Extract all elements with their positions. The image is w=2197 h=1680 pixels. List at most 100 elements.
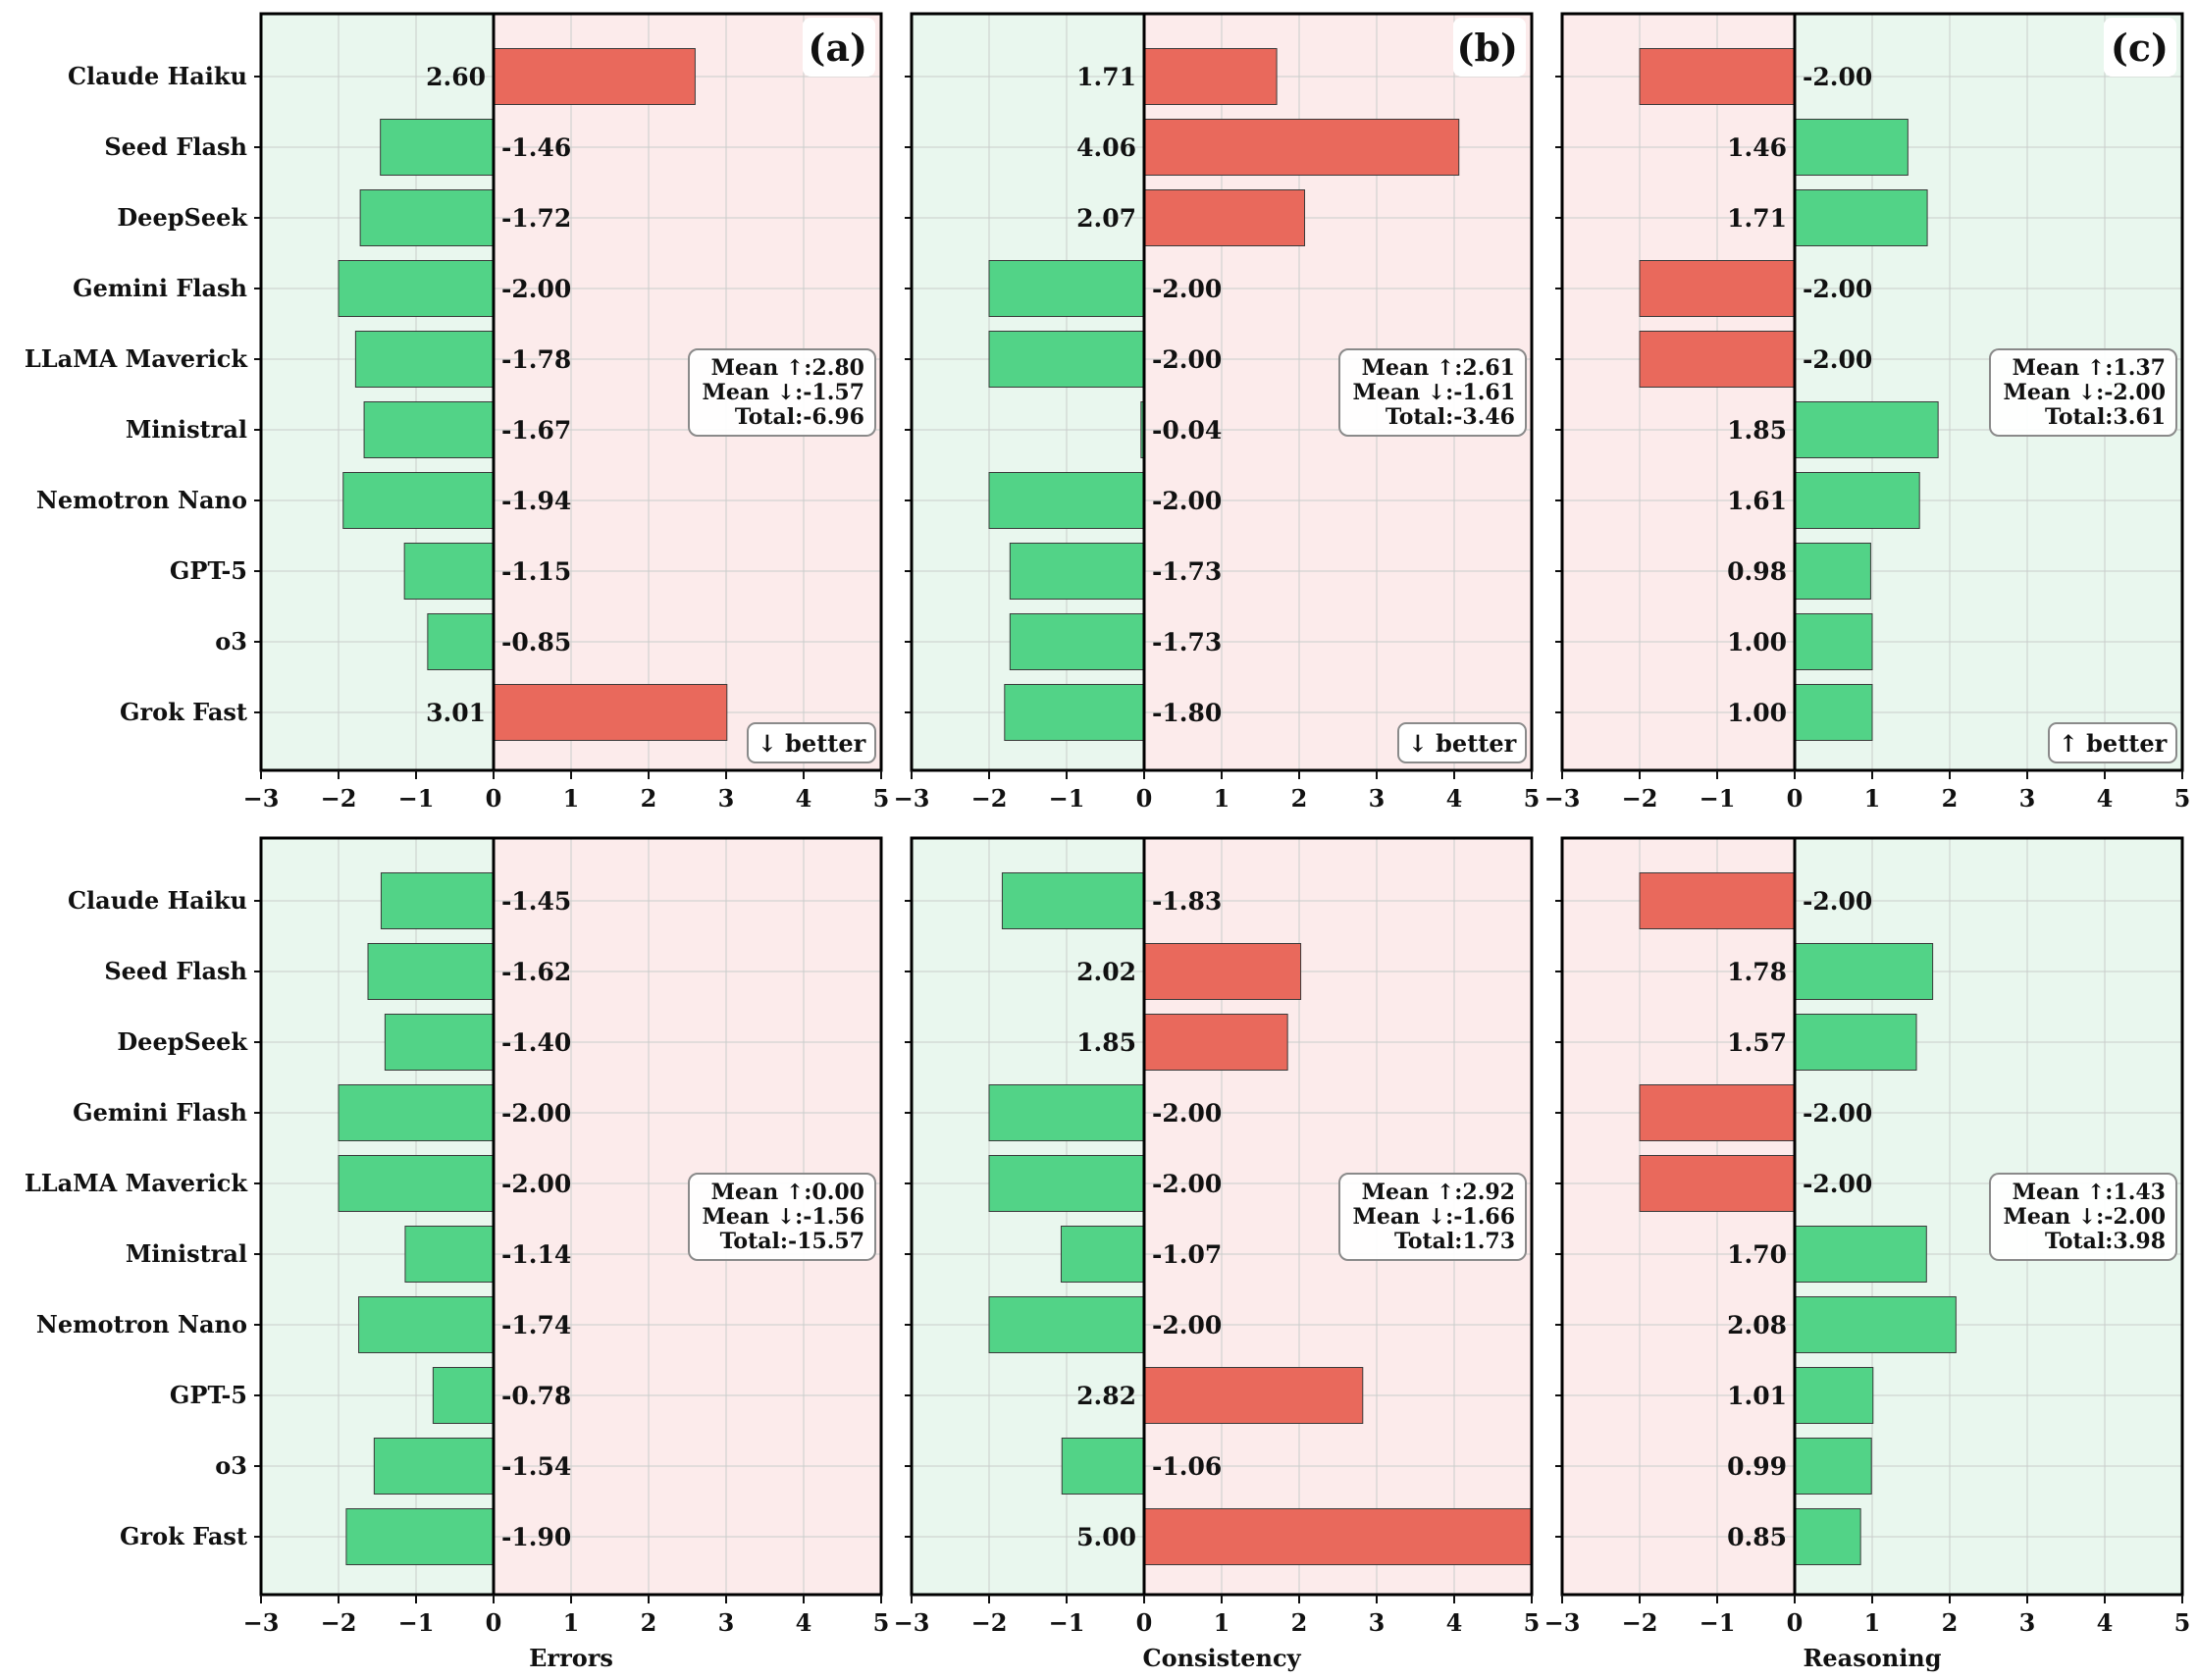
bar-value-label: 0.99 xyxy=(1727,1452,1787,1481)
x-tick-label: −2 xyxy=(1622,784,1658,813)
bar xyxy=(358,1296,495,1353)
x-tick-label: 5 xyxy=(873,784,890,813)
bar-value-label: 1.78 xyxy=(1727,958,1787,986)
stats-box xyxy=(1338,348,1527,437)
bar-value-label: 5.00 xyxy=(1076,1523,1136,1551)
bar xyxy=(363,401,495,458)
category-label: DeepSeek xyxy=(117,203,248,232)
category-label: Gemini Flash xyxy=(73,274,247,302)
panel-letter: (a) xyxy=(808,26,867,70)
bar xyxy=(1794,1226,1927,1283)
bar-value-label: 1.61 xyxy=(1727,487,1787,515)
bar xyxy=(1143,1014,1288,1071)
stats-line: Mean ↓:-1.56 xyxy=(702,1204,864,1230)
stats-box xyxy=(1989,1173,2177,1261)
bar-value-label: -1.40 xyxy=(501,1028,571,1057)
bar-value-label: 2.07 xyxy=(1076,204,1136,233)
stats-line: Mean ↑:1.43 xyxy=(2013,1180,2166,1205)
panel-3: -2.00 1.46 1.71 -2.00 -2.00 1.85 1.61 0.98 1.00 1… xyxy=(1544,12,2191,813)
x-tick-label: 1 xyxy=(1864,784,1881,813)
bar-value-label: -1.54 xyxy=(501,1452,571,1481)
bar xyxy=(404,1226,495,1283)
stats-line: Mean ↑:2.80 xyxy=(711,355,864,381)
x-tick-label: −1 xyxy=(1049,1608,1085,1637)
x-tick-label: 4 xyxy=(1446,784,1463,813)
x-tick-label: −3 xyxy=(243,784,280,813)
bar xyxy=(1794,943,1934,1000)
panel-letter-bg xyxy=(803,18,875,77)
bar xyxy=(1794,189,1928,246)
bar-value-label: -2.00 xyxy=(1152,1170,1222,1198)
bar xyxy=(988,260,1145,317)
x-tick-label: 1 xyxy=(563,1608,580,1637)
bar-value-label: -2.00 xyxy=(501,1170,571,1198)
bar xyxy=(338,1084,495,1141)
panel-letter: (c) xyxy=(2111,26,2169,70)
bar xyxy=(1639,48,1796,105)
x-tick-label: −2 xyxy=(321,784,357,813)
bar-value-label: -1.83 xyxy=(1152,887,1222,916)
category-label: GPT-5 xyxy=(170,556,247,585)
bar xyxy=(1639,1155,1796,1212)
panel-6: -2.00 1.78 1.57 -2.00 -2.00 1.70 2.08 1.01 0.99 0… xyxy=(1544,836,2190,1672)
bar-value-label: -1.90 xyxy=(501,1523,571,1551)
stats-line: Mean ↓:-1.66 xyxy=(1352,1204,1515,1230)
bar xyxy=(988,331,1145,388)
category-label: o3 xyxy=(215,627,247,656)
stats-line: Mean ↑:1.37 xyxy=(2013,355,2166,381)
better-hint-box xyxy=(1397,722,1527,763)
bar xyxy=(1794,401,1939,458)
category-label: Seed Flash xyxy=(104,132,247,161)
bar xyxy=(1143,1508,1533,1565)
bar xyxy=(1143,119,1460,176)
panel-5: -1.83 2.02 1.85 -2.00 -2.00 -1.07 -2.00 2.82 -1.… xyxy=(894,836,1540,1672)
bar xyxy=(1061,1438,1145,1495)
bar-value-label: 1.01 xyxy=(1727,1382,1787,1410)
bar-value-label: -2.00 xyxy=(1803,1099,1872,1128)
x-tick-label: 1 xyxy=(1214,1608,1230,1637)
bar xyxy=(1794,1014,1917,1071)
stats-line: Mean ↑:2.61 xyxy=(1362,355,1515,381)
x-tick-label: 0 xyxy=(486,1608,502,1637)
stats-line: Total:-6.96 xyxy=(735,404,864,430)
bar-value-label: -1.46 xyxy=(501,133,571,162)
x-tick-label: 0 xyxy=(1136,1608,1153,1637)
x-tick-label: 2 xyxy=(641,1608,657,1637)
bar-value-label: -1.07 xyxy=(1152,1240,1222,1269)
x-tick-label: −2 xyxy=(971,784,1008,813)
better-hint: ↑ better xyxy=(2059,729,2168,758)
bar-value-label: 4.06 xyxy=(1076,133,1136,162)
bar xyxy=(1639,331,1796,388)
bar-value-label: -1.74 xyxy=(501,1311,571,1339)
negative-region-bg xyxy=(1562,838,1795,1595)
bar xyxy=(493,684,728,741)
bar xyxy=(1794,1296,1957,1353)
x-tick-label: 3 xyxy=(2019,1608,2036,1637)
stats-line: Total:3.61 xyxy=(2045,404,2166,430)
bar xyxy=(1794,1367,1874,1424)
bar-value-label: 2.82 xyxy=(1076,1382,1136,1410)
x-tick-label: 0 xyxy=(1136,784,1153,813)
bar xyxy=(1060,1226,1145,1283)
bar xyxy=(380,119,495,176)
bar-value-label: 0.85 xyxy=(1727,1523,1787,1551)
bar xyxy=(1794,1438,1872,1495)
bar-value-label: -2.00 xyxy=(1152,487,1222,515)
panel-letter-bg xyxy=(2104,18,2176,77)
bar xyxy=(1794,543,1871,600)
bar xyxy=(1143,48,1278,105)
x-tick-label: 0 xyxy=(1787,1608,1804,1637)
category-label: GPT-5 xyxy=(170,1381,247,1409)
bar xyxy=(432,1367,495,1424)
category-label: Nemotron Nano xyxy=(36,486,247,514)
x-axis-title: Consistency xyxy=(1142,1644,1301,1672)
bar xyxy=(1794,684,1873,741)
bar-value-label: -1.72 xyxy=(501,204,571,233)
bar-value-label: -0.78 xyxy=(501,1382,571,1410)
x-tick-label: −3 xyxy=(243,1608,280,1637)
bar xyxy=(1639,872,1796,929)
x-tick-label: 5 xyxy=(2174,784,2191,813)
bar-value-label: 1.46 xyxy=(1727,133,1787,162)
bar xyxy=(1794,1508,1861,1565)
stats-box xyxy=(1989,348,2177,437)
